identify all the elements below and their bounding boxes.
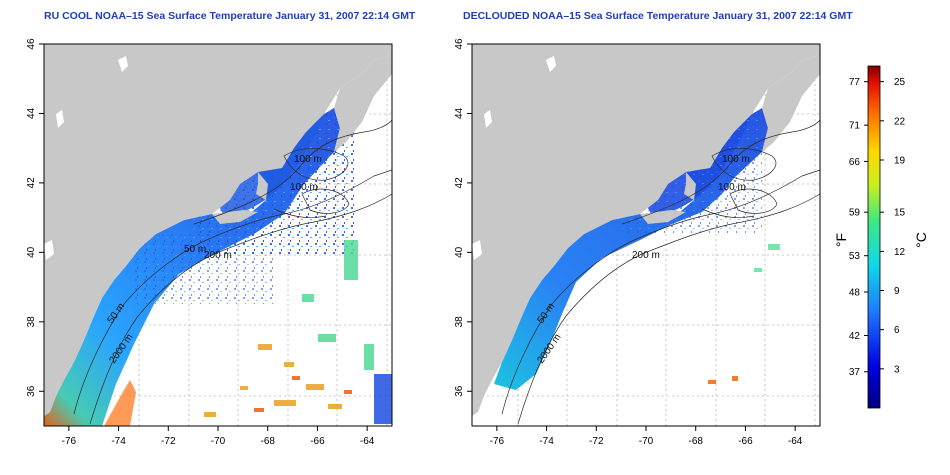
celsius-axis-label: °C [913,232,929,248]
left-lon-tick-label: -74 [111,436,126,447]
fahrenheit-tick-label: 53 [849,251,861,262]
left-map-title: RU COOL NOAA–15 Sea Surface Temperature … [44,10,416,22]
left-lat-tick-label: 42 [26,177,37,189]
right-lon-tick-label: -76 [490,436,505,447]
right-lon-tick-label: -70 [639,436,654,447]
right-lon-tick-label: -66 [738,436,753,447]
fahrenheit-tick-label: 37 [849,367,861,378]
right-map-title: DECLOUDED NOAA–15 Sea Surface Temperatur… [463,10,853,22]
right-map-panel: 100 m 100 m 200 m 50 m 2000 m [471,43,821,427]
left-contour-label: 100 m [290,182,318,193]
right-contour-label: 100 m [722,154,750,165]
left-contour-label: 200 m [204,250,232,261]
left-contour-label: 100 m [294,154,322,165]
celsius-tick-label: 12 [894,247,906,258]
left-lon-tick-label: -72 [161,436,176,447]
fahrenheit-tick-label: 66 [849,157,861,168]
celsius-tick-label: 22 [894,116,906,127]
left-lat-tick-label: 46 [26,38,37,50]
celsius-tick-label: 19 [894,155,906,166]
celsius-tick-label: 9 [894,286,900,297]
left-lon-tick-label: -68 [260,436,275,447]
temperature-colorbar: 77 71 66 59 53 48 42 37 25 22 19 15 12 9 6 3 °F °C [833,65,929,409]
left-lon-tick-label: -70 [211,436,226,447]
celsius-tick-label: 15 [894,208,906,219]
left-lat-tick-label: 38 [26,316,37,328]
right-lat-tick-label: 38 [454,316,465,328]
left-map-panel: 100 m 100 m 200 m 50 m 50 m 2000 m [43,43,393,427]
left-contour-label: 50 m [184,244,206,255]
right-lat-tick-label: 46 [454,38,465,50]
left-lon-tick-label: -66 [310,436,325,447]
fahrenheit-axis-label: °F [833,233,849,247]
left-map-axes: 36 38 40 42 44 46 -76 -74 -72 -70 -68 -66 -64 [26,38,375,447]
right-lat-tick-label: 42 [454,177,465,189]
fahrenheit-tick-label: 77 [849,77,861,88]
right-lon-tick-label: -68 [688,436,703,447]
left-lat-tick-label: 36 [26,385,37,397]
fahrenheit-tick-label: 42 [849,331,861,342]
right-lon-tick-label: -74 [539,436,554,447]
right-lon-tick-label: -64 [788,436,803,447]
left-lat-tick-label: 44 [26,107,37,119]
right-lon-tick-label: -72 [589,436,604,447]
left-lon-tick-label: -76 [62,436,77,447]
fahrenheit-tick-label: 71 [849,121,861,132]
left-lat-tick-label: 40 [26,246,37,258]
right-contour-label: 200 m [632,250,660,261]
celsius-tick-label: 6 [894,325,900,336]
right-lat-tick-label: 40 [454,246,465,258]
celsius-tick-label: 3 [894,364,900,375]
right-map-axes: 36 38 40 42 44 46 -76 -74 -72 -70 -68 -66 -64 [454,38,803,447]
celsius-tick-label: 25 [894,77,906,88]
right-lat-tick-label: 36 [454,385,465,397]
fahrenheit-tick-label: 59 [849,208,861,219]
right-lat-tick-label: 44 [454,107,465,119]
left-lon-tick-label: -64 [360,436,375,447]
right-contour-label: 100 m [718,182,746,193]
fahrenheit-tick-label: 48 [849,287,861,298]
